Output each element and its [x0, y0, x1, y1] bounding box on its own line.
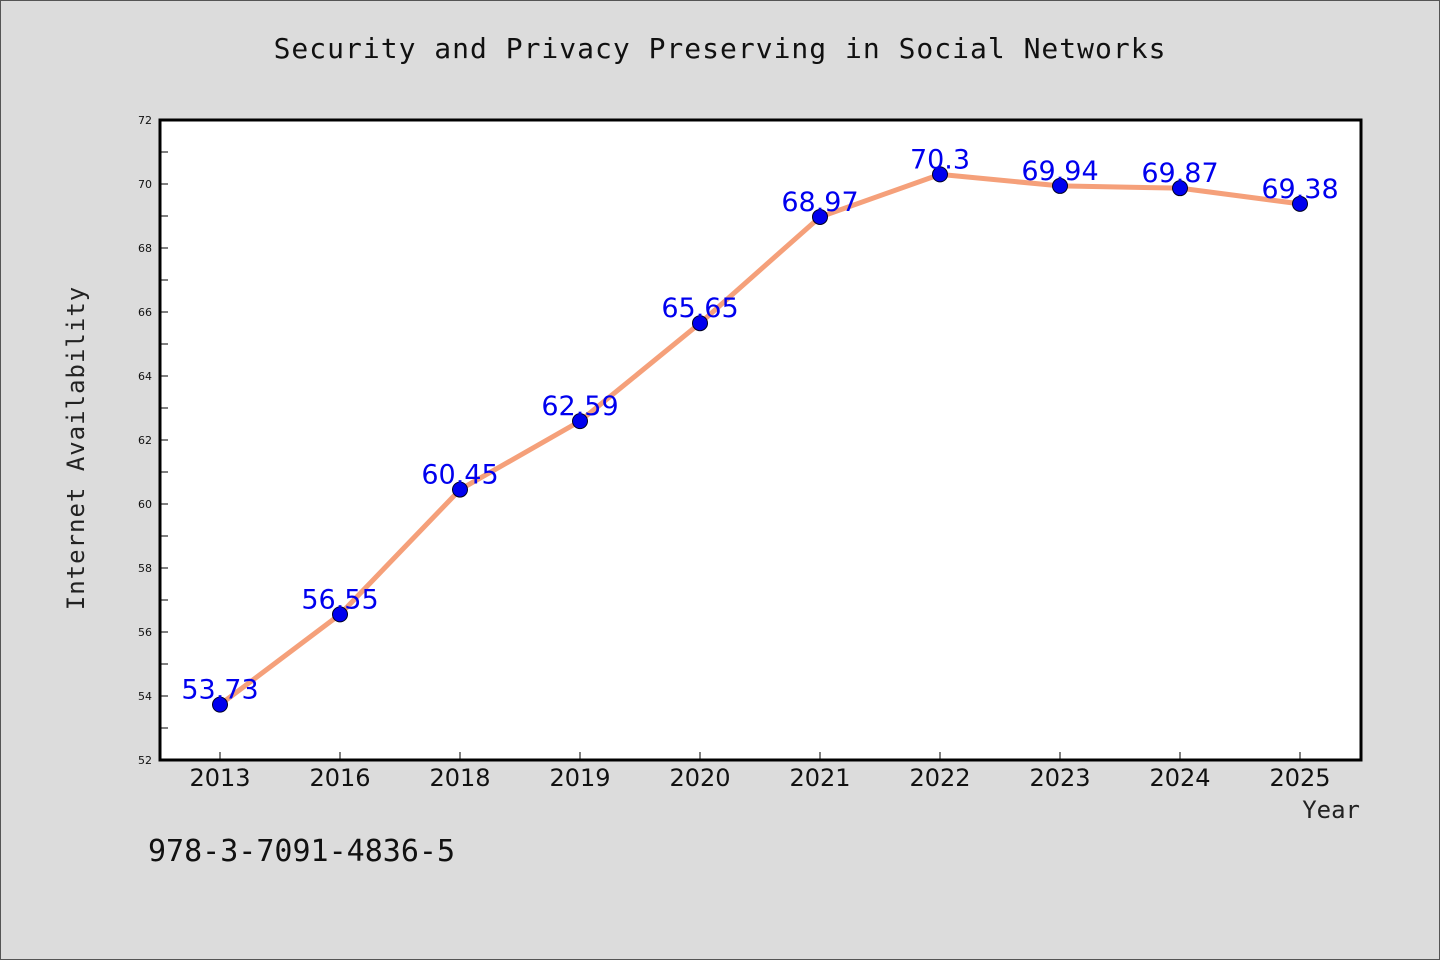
data-point	[452, 481, 468, 498]
data-label: 68.97	[781, 187, 858, 218]
data-point	[692, 315, 708, 332]
y-tick-label: 54	[138, 690, 152, 703]
data-label: 60.45	[421, 460, 498, 491]
x-tick-label: 2022	[909, 764, 970, 792]
y-tick-label: 56	[138, 626, 152, 639]
x-tick-label: 2018	[429, 764, 490, 792]
x-tick-label: 2013	[189, 764, 250, 792]
x-tick-label: 2021	[789, 764, 850, 792]
data-labels: 53.73 56.55 60.45 62.59 65.65 68.97 70.3 69.94 6…	[181, 144, 1338, 705]
x-axis-label: Year	[1302, 796, 1360, 824]
data-points	[212, 166, 1308, 713]
data-label: 56.55	[301, 584, 378, 615]
data-label: 69.94	[1021, 156, 1098, 187]
data-label: 53.73	[181, 675, 258, 706]
series-line	[218, 171, 1301, 707]
y-tick-label: 72	[138, 114, 152, 127]
data-point	[932, 166, 948, 183]
data-label: 70.3	[910, 144, 970, 175]
plot-area	[160, 120, 1361, 760]
y-tick-label: 52	[138, 754, 152, 767]
y-tick-label: 60	[138, 498, 152, 511]
isbn-footnote: 978-3-7091-4836-5	[148, 834, 456, 869]
data-label: 69.38	[1261, 174, 1338, 205]
x-tick-label: 2016	[309, 764, 370, 792]
data-point	[1052, 177, 1068, 194]
data-label: 62.59	[541, 391, 618, 422]
data-point	[1292, 195, 1308, 212]
data-point	[332, 606, 348, 623]
y-tick-label: 68	[138, 242, 152, 255]
x-tick-label: 2025	[1269, 764, 1330, 792]
data-point	[812, 208, 828, 225]
y-tick-label: 58	[138, 562, 152, 575]
data-point	[212, 696, 228, 713]
y-tick-label: 66	[138, 306, 152, 319]
x-tick-label: 2023	[1029, 764, 1090, 792]
data-point	[1172, 180, 1188, 197]
data-point	[572, 413, 588, 430]
data-label: 69.87	[1141, 158, 1218, 189]
data-label: 65.65	[661, 293, 738, 324]
y-tick-label: 64	[138, 370, 152, 383]
y-tick-label: 62	[138, 434, 152, 447]
x-axis: 2013 2016 2018 2019 2020 2021 2022 2023 2024 2025	[189, 752, 1331, 792]
x-tick-label: 2024	[1149, 764, 1210, 792]
chart-title: Security and Privacy Preserving in Socia…	[273, 32, 1167, 65]
x-tick-label: 2019	[549, 764, 610, 792]
y-axis: 52 54 56 58 60 62 64 66 68 70 72	[138, 114, 168, 767]
plot-border	[158, 118, 1363, 762]
x-tick-label: 2020	[669, 764, 730, 792]
y-tick-label: 70	[138, 178, 152, 191]
